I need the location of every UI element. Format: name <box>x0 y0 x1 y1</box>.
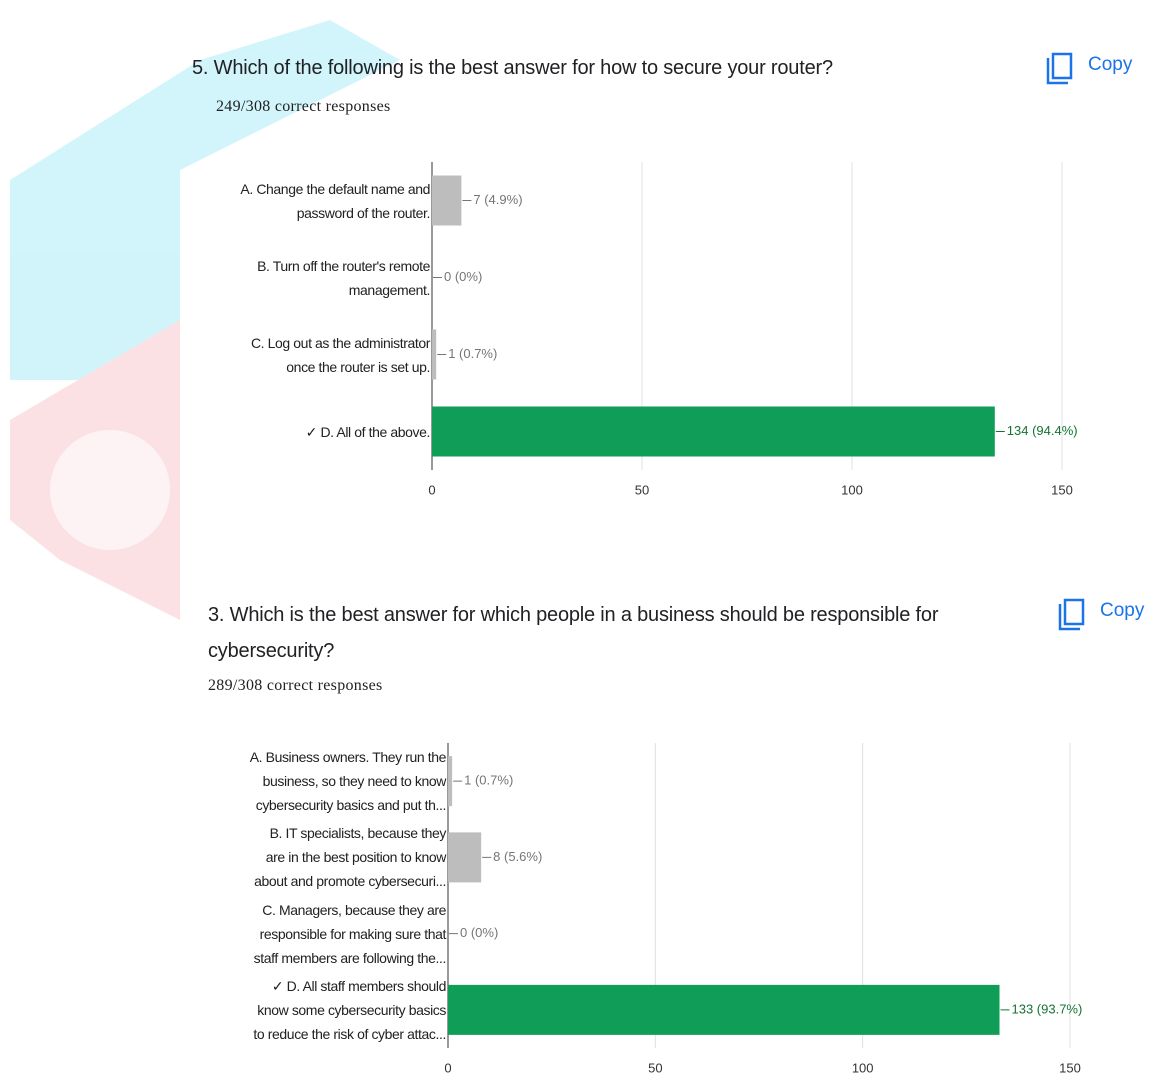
x-tick-label: 150 <box>1059 1060 1081 1075</box>
copy-button[interactable]: Copy <box>1100 600 1144 622</box>
bar <box>448 985 1000 1035</box>
category-label: ✓ D. All staff members should know some … <box>196 974 446 1046</box>
value-label: 133 (93.7%) <box>1012 1001 1083 1016</box>
value-label: 8 (5.6%) <box>493 849 542 864</box>
category-label: C. Managers, because they are responsibl… <box>196 898 446 970</box>
response-count: 249/308 correct responses <box>216 98 391 116</box>
x-tick-label: 100 <box>841 482 863 497</box>
category-label: C. Log out as the administrator once the… <box>190 331 430 379</box>
x-tick-label: 150 <box>1051 482 1073 497</box>
category-label: B. Turn off the router's remote manageme… <box>190 254 430 302</box>
category-label: ✓ D. All of the above. <box>190 420 430 444</box>
x-tick-label: 50 <box>635 482 649 497</box>
question-title: 3. Which is the best answer for which pe… <box>208 597 1028 669</box>
chart-canvas: 0 50 100 150 7 (4.9%) 0 (0%) 1 (0.7%) 134 (94.4… <box>0 0 1176 1078</box>
copy-icon[interactable] <box>1048 54 1071 83</box>
bar <box>432 176 461 226</box>
x-tick-label: 100 <box>852 1060 874 1075</box>
value-label: 1 (0.7%) <box>448 346 497 361</box>
bar <box>448 832 481 882</box>
value-label: 7 (4.9%) <box>473 192 522 207</box>
question-title: 5. Which of the following is the best an… <box>192 50 1012 86</box>
bar <box>432 407 995 457</box>
response-count: 289/308 correct responses <box>208 677 383 695</box>
copy-icon[interactable] <box>1060 600 1083 629</box>
x-tick-label: 50 <box>648 1060 662 1075</box>
category-label: A. Business owners. They run the busines… <box>196 745 446 817</box>
category-label: B. IT specialists, because they are in t… <box>196 821 446 893</box>
x-tick-label: 0 <box>428 482 435 497</box>
x-tick-label: 0 <box>444 1060 451 1075</box>
bar <box>432 330 436 380</box>
value-label: 1 (0.7%) <box>464 773 513 788</box>
value-label: 134 (94.4%) <box>1007 423 1078 438</box>
value-label: 0 (0%) <box>460 925 498 940</box>
bar <box>448 756 452 806</box>
value-label: 0 (0%) <box>444 269 482 284</box>
category-label: A. Change the default name and password … <box>190 177 430 225</box>
page: {"chart_data": [ {"type": "bar", "orient… <box>0 0 1176 1078</box>
copy-button[interactable]: Copy <box>1088 54 1132 76</box>
